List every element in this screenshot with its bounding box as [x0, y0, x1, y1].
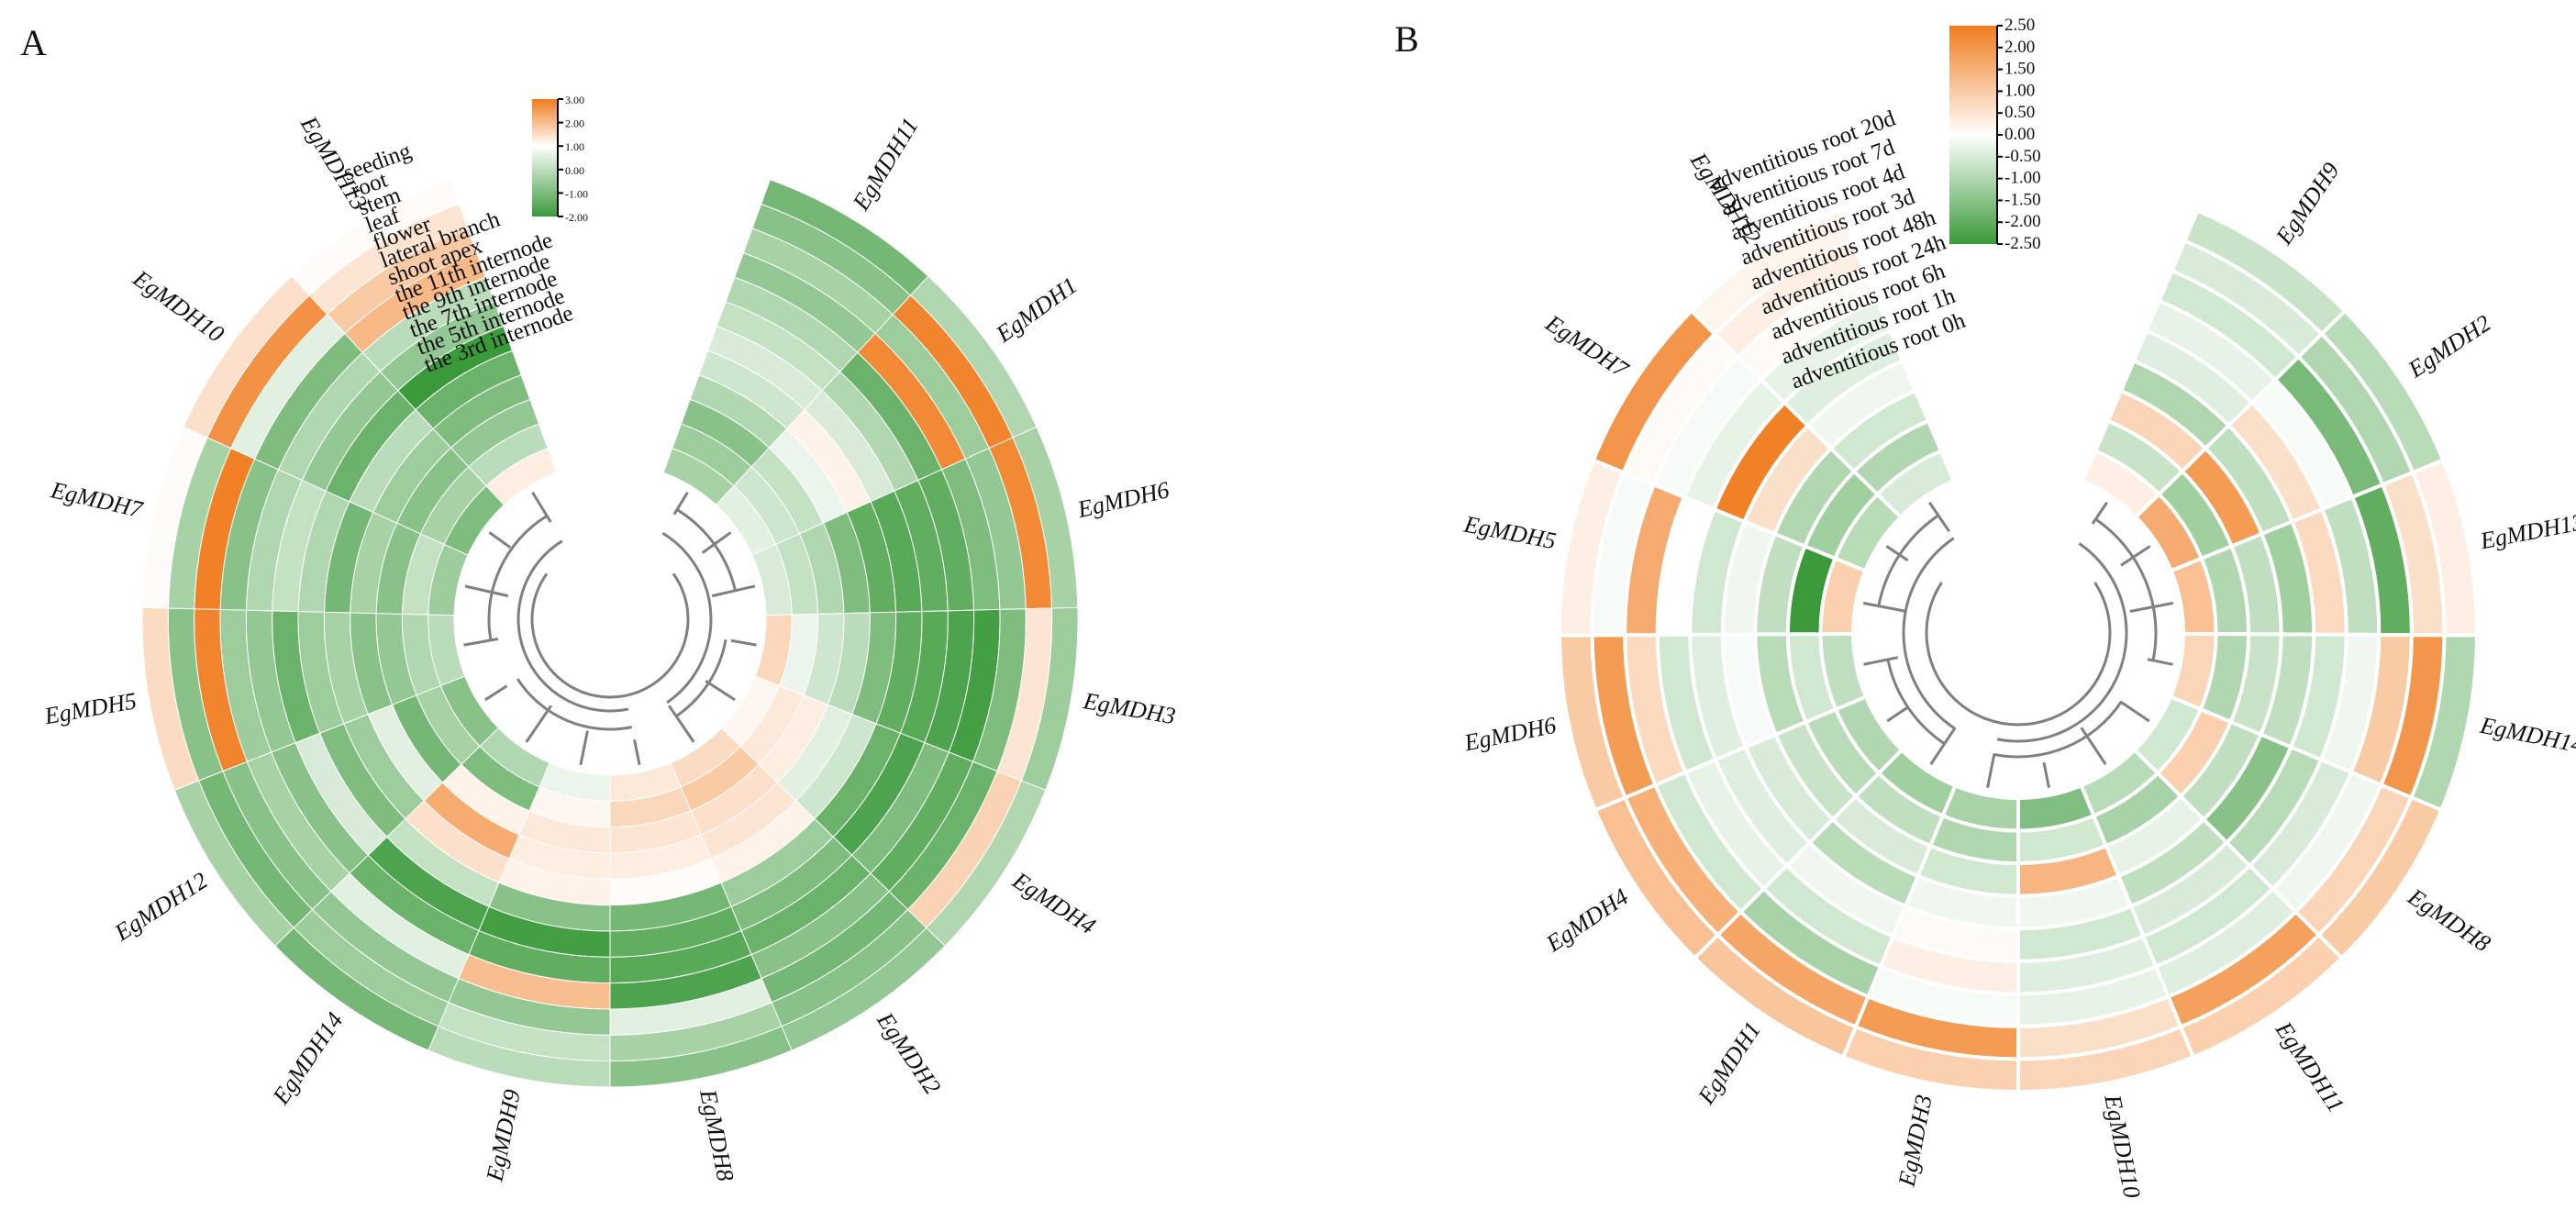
dendrogram-arc: [516, 678, 633, 731]
dendrogram-branch: [711, 584, 756, 598]
heatmap-cell: [1688, 208, 1855, 337]
dendrogram-arc: [1996, 542, 2128, 743]
dendrogram-branch: [1929, 727, 1957, 766]
legend-tick-label: 2.50: [2004, 16, 2035, 35]
gene-label: EgMDH10: [128, 264, 228, 348]
dendrogram: [463, 491, 757, 766]
dendrogram-branch: [484, 684, 508, 702]
gene-label: EgMDH7: [48, 476, 146, 523]
dendrogram-root: [530, 572, 690, 699]
dendrogram-branch: [463, 638, 499, 647]
gene-label: EgMDH8: [2403, 883, 2495, 957]
dendrogram-branch: [1863, 656, 1898, 666]
dendrogram-branch: [633, 739, 641, 766]
dendrogram-branch: [464, 584, 509, 598]
dendrogram-branch: [2119, 700, 2150, 723]
dendrogram-branch: [2042, 761, 2050, 789]
legend-tick-label: 2.00: [565, 117, 584, 130]
color-legend-bar: [1949, 26, 1997, 244]
gene-label: EgMDH9: [481, 1087, 526, 1184]
dendrogram-arc: [487, 515, 548, 641]
dendrogram-branch: [579, 730, 589, 766]
color-legend-bar: [532, 99, 558, 216]
gene-label: EgMDH5: [41, 687, 139, 729]
legend-tick-label: -1.50: [2004, 190, 2041, 209]
dendrogram-arc: [2094, 517, 2158, 661]
legend-tick-label: 3.00: [565, 94, 584, 106]
legend-tick-label: 1.50: [2004, 60, 2035, 79]
dendrogram-arc: [675, 638, 727, 717]
gene-label: EgMDH6: [1461, 712, 1559, 757]
dendrogram-branch: [1928, 501, 1950, 533]
dendrogram-arc: [516, 539, 629, 713]
legend-tick-label: 0.00: [2004, 125, 2035, 144]
gene-label: EgMDH9: [2270, 158, 2344, 250]
legend-tick-label: -1.00: [565, 187, 588, 200]
legend-tick-label: -2.50: [2004, 234, 2041, 253]
panel-b-letter: B: [1394, 18, 1419, 60]
gene-label: EgMDH1: [991, 272, 1083, 348]
dendrogram-branch: [1885, 545, 1909, 562]
legend-tick-label: 0.50: [2004, 103, 2035, 122]
gene-label: EgMDH7: [1540, 309, 1634, 383]
dendrogram-arc: [1877, 514, 1939, 606]
dendrogram-arc: [661, 531, 713, 705]
panel-b-heatmap: EgMDH9 EgMDH2 EgMDH13 EgMDH14 EgMDH8 EgMDH11 E…: [1461, 16, 2576, 1200]
gene-label: EgMDH14: [267, 1007, 349, 1109]
legend-tick-label: -2.00: [565, 211, 588, 224]
dendrogram-branch: [525, 705, 553, 743]
gene-label: EgMDH12: [109, 867, 212, 947]
gene-label: EgMDH11: [847, 113, 924, 216]
color-legend: 3.00 2.00 1.00 0.00 -1.00 -2.00: [532, 94, 588, 224]
legend-tick-label: -0.50: [2004, 147, 2041, 166]
legend-tick-label: 0.00: [565, 164, 584, 177]
gene-label: EgMDH14: [2477, 712, 2576, 759]
gene-label: EgMDH5: [1461, 510, 1559, 554]
gene-label: EgMDH8: [694, 1086, 739, 1183]
legend-tick-label: 1.00: [565, 140, 584, 153]
dendrogram-root: [1925, 582, 2112, 727]
dendrogram-branch: [2129, 601, 2174, 613]
panel-a-letter: A: [20, 22, 47, 63]
dendrogram-branch: [488, 531, 512, 549]
gene-label: EgMDH10: [2099, 1092, 2146, 1201]
dendrogram: [1862, 501, 2174, 789]
legend-tick-label: -1.00: [2004, 169, 2041, 188]
gene-label: EgMDH6: [1074, 476, 1171, 523]
dendrogram-branch: [2120, 545, 2151, 567]
dendrogram-branch: [667, 705, 695, 743]
dendrogram-branch: [2147, 658, 2173, 666]
legend-tick-label: 2.00: [2004, 38, 2035, 57]
dendrogram-branch: [1862, 601, 1907, 613]
dendrogram-branch: [1886, 705, 1910, 723]
dendrogram-arc: [1993, 701, 2123, 759]
dendrogram-arc: [676, 508, 737, 592]
dendrogram-branch: [2080, 727, 2107, 766]
dendrogram-branch: [1986, 753, 1996, 789]
dendrogram-branch: [730, 638, 757, 647]
legend-tick-label: -2.00: [2004, 212, 2041, 231]
gene-label: EgMDH2: [872, 1007, 946, 1100]
gene-label: EgMDH11: [2270, 1016, 2349, 1117]
gene-label: EgMDH1: [1692, 1016, 1766, 1109]
panel-a-heatmap: EgMDH11 EgMDH1 EgMDH6 EgMDH3 EgMDH4 EgMDH2 EgM…: [41, 94, 1177, 1184]
gene-label: EgMDH4: [1540, 883, 1633, 958]
color-legend: 2.50 2.00 1.50 1.00 0.50 0.00 -0.50 -1.00 -1.50 -…: [1949, 16, 2041, 253]
dendrogram-branch: [705, 680, 736, 702]
gene-label: EgMDH2: [2403, 310, 2495, 383]
gene-label: EgMDH3: [1081, 687, 1178, 729]
heatmap-cell: [291, 179, 460, 296]
legend-tick-label: 1.00: [2004, 81, 2035, 100]
dendrogram-arc: [1886, 659, 1946, 745]
gene-label: EgMDH13: [2477, 508, 2576, 554]
dendrogram-branch: [701, 531, 732, 554]
dendrogram-arc: [1902, 537, 1956, 730]
dendrogram-branch: [531, 491, 552, 523]
gene-label: EgMDH4: [1007, 866, 1100, 939]
gene-label: EgMDH3: [1893, 1093, 1937, 1190]
